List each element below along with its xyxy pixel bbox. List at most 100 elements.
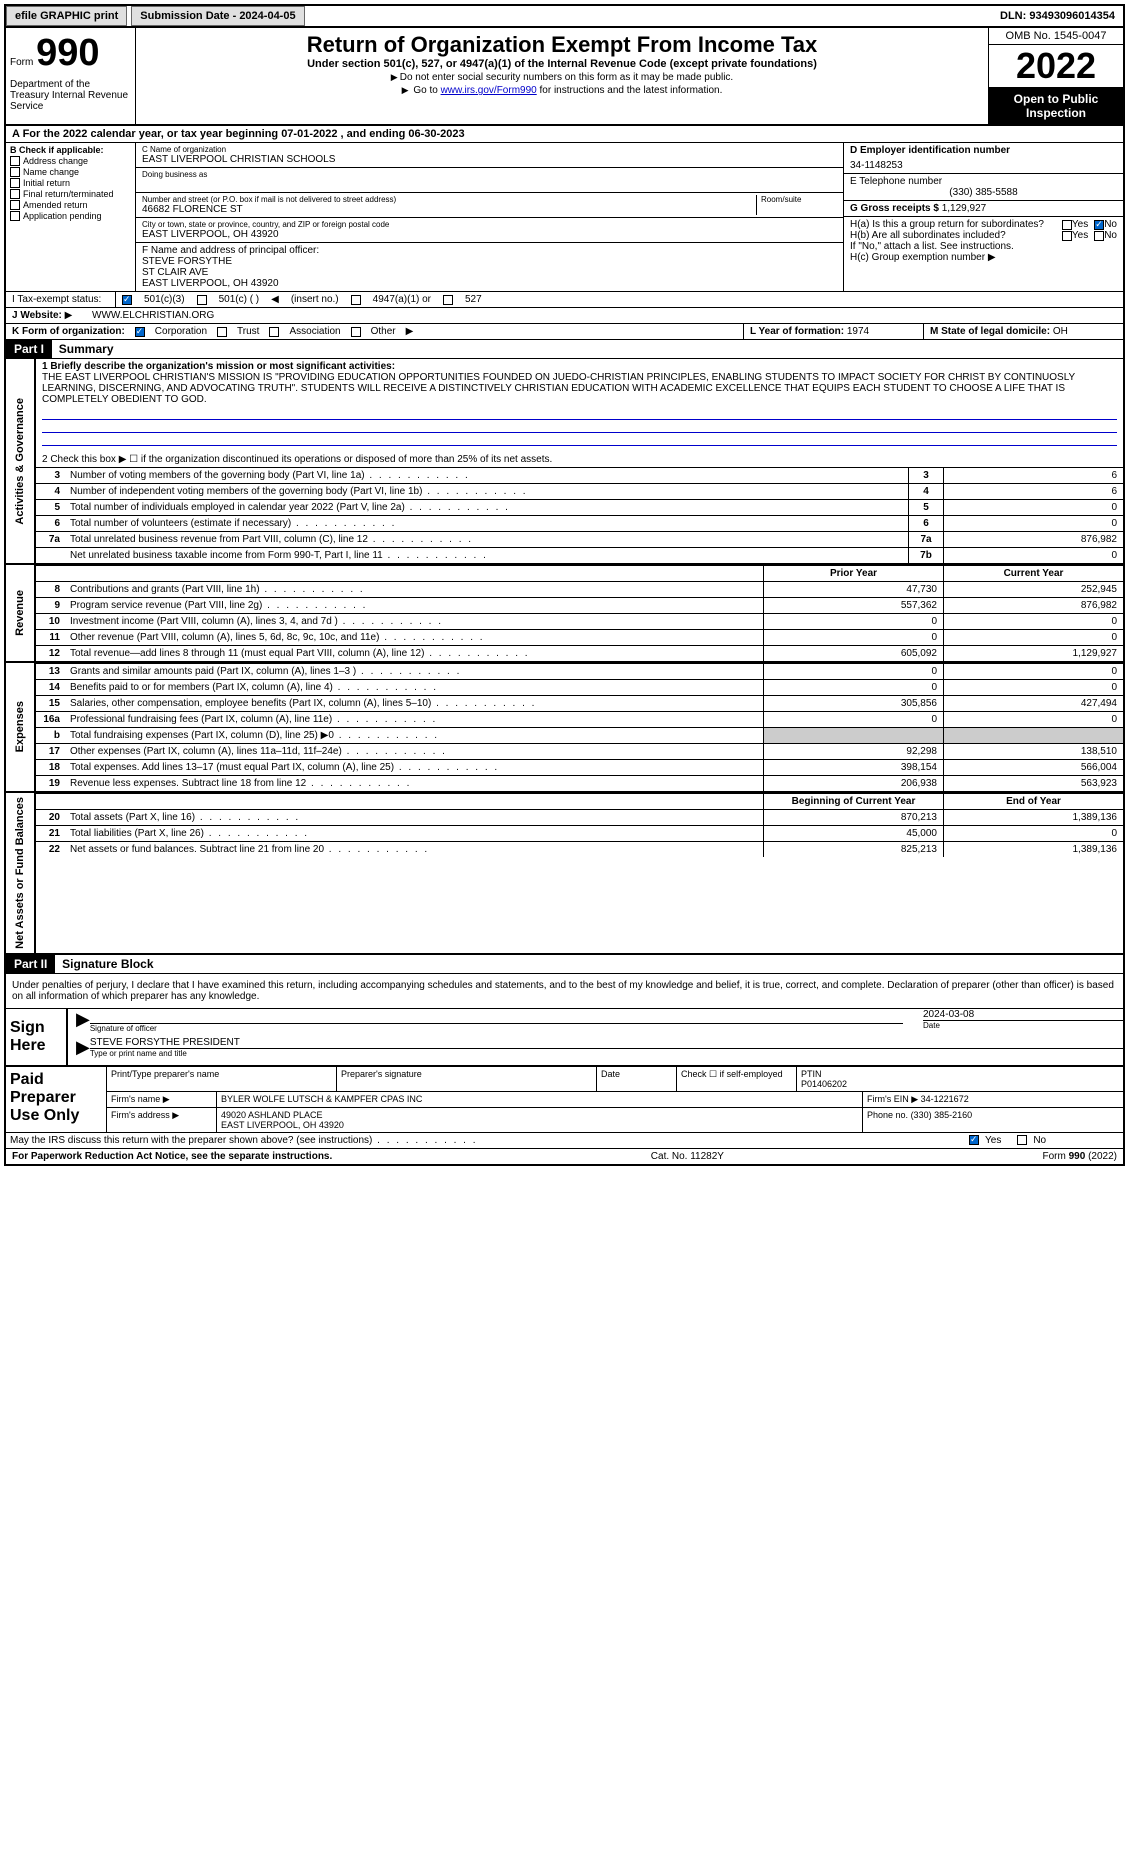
row-i-tax-status: I Tax-exempt status: 501(c)(3) 501(c) ( …	[6, 292, 1123, 308]
room-label: Room/suite	[761, 195, 837, 204]
table-row: bTotal fundraising expenses (Part IX, co…	[36, 727, 1123, 743]
hb-label: H(b) Are all subordinates included?	[850, 230, 1062, 241]
line1-label: 1 Briefly describe the organization's mi…	[42, 361, 395, 372]
sig-date-caption: Date	[923, 1021, 1123, 1030]
tax-status-label: I Tax-exempt status:	[6, 292, 116, 307]
part-1-title: Summary	[55, 342, 114, 356]
table-row: 8Contributions and grants (Part VIII, li…	[36, 581, 1123, 597]
checkbox-corporation[interactable]	[135, 327, 145, 337]
checkbox-hb-yes[interactable]	[1062, 231, 1072, 241]
col-prior-year: Prior Year	[763, 566, 943, 581]
side-expenses: Expenses	[12, 697, 28, 756]
checkbox-discuss-yes[interactable]	[969, 1135, 979, 1145]
table-row: 9Program service revenue (Part VIII, lin…	[36, 597, 1123, 613]
gross-receipts-label: G Gross receipts $	[850, 203, 939, 214]
open-to-public: Open to Public Inspection	[989, 88, 1123, 124]
hb-note: If "No," attach a list. See instructions…	[850, 241, 1117, 252]
section-a: A For the 2022 calendar year, or tax yea…	[6, 126, 1123, 143]
prep-self-emp: Check ☐ if self-employed	[677, 1067, 797, 1091]
line2-text: 2 Check this box ▶ ☐ if the organization…	[36, 452, 1123, 467]
phone-label: E Telephone number	[850, 176, 1117, 187]
checkbox-association[interactable]	[269, 327, 279, 337]
paid-preparer-label: Paid Preparer Use Only	[6, 1067, 106, 1132]
col-current-year: Current Year	[943, 566, 1123, 581]
phone-value: (330) 385-5588	[850, 187, 1117, 198]
checkbox-initial-return[interactable]	[10, 178, 20, 188]
table-row: 7aTotal unrelated business revenue from …	[36, 531, 1123, 547]
checkbox-trust[interactable]	[217, 327, 227, 337]
checkbox-final-return[interactable]	[10, 189, 20, 199]
instruction-1: Do not enter social security numbers on …	[140, 72, 984, 83]
checkbox-ha-yes[interactable]	[1062, 220, 1072, 230]
ein-value: 34-1148253	[850, 160, 1117, 171]
officer-addr2: EAST LIVERPOOL, OH 43920	[142, 278, 837, 289]
checkbox-discuss-no[interactable]	[1017, 1135, 1027, 1145]
declaration-text: Under penalties of perjury, I declare th…	[6, 974, 1123, 1008]
col-end-year: End of Year	[943, 794, 1123, 809]
department: Department of the Treasury Internal Reve…	[10, 79, 131, 112]
state-domicile: OH	[1053, 326, 1068, 337]
side-netassets: Net Assets or Fund Balances	[12, 793, 28, 953]
form-title: Return of Organization Exempt From Incom…	[140, 32, 984, 58]
table-row: 10Investment income (Part VIII, column (…	[36, 613, 1123, 629]
org-name: EAST LIVERPOOL CHRISTIAN SCHOOLS	[142, 154, 837, 165]
checkbox-ha-no[interactable]	[1094, 220, 1104, 230]
checkbox-527[interactable]	[443, 295, 453, 305]
part-2-header: Part II	[6, 955, 55, 973]
table-row: 6Total number of volunteers (estimate if…	[36, 515, 1123, 531]
city-state-zip: EAST LIVERPOOL, OH 43920	[142, 229, 837, 240]
checkbox-4947[interactable]	[351, 295, 361, 305]
checkbox-501c[interactable]	[197, 295, 207, 305]
org-name-label: C Name of organization	[142, 145, 837, 154]
part-2-title: Signature Block	[58, 957, 153, 971]
arrow-icon: ▶	[76, 1037, 90, 1058]
row-j-website: J Website: ▶ WWW.ELCHRISTIAN.ORG	[6, 308, 1123, 324]
mission-text: THE EAST LIVERPOOL CHRISTIAN'S MISSION I…	[42, 372, 1075, 405]
checkbox-501c3[interactable]	[122, 295, 132, 305]
irs-link[interactable]: www.irs.gov/Form990	[441, 85, 537, 96]
dba-label: Doing business as	[142, 170, 837, 179]
officer-name-title: STEVE FORSYTHE PRESIDENT	[90, 1037, 1123, 1049]
table-row: 15Salaries, other compensation, employee…	[36, 695, 1123, 711]
prep-sig-header: Preparer's signature	[337, 1067, 597, 1091]
prep-date-header: Date	[597, 1067, 677, 1091]
instruction-2: Go to www.irs.gov/Form990 for instructio…	[140, 85, 984, 96]
type-name-caption: Type or print name and title	[90, 1049, 1123, 1058]
form-number: 990	[36, 32, 99, 74]
table-row: 13Grants and similar amounts paid (Part …	[36, 663, 1123, 679]
table-row: 20Total assets (Part X, line 16)870,2131…	[36, 809, 1123, 825]
sig-officer-caption: Signature of officer	[90, 1024, 903, 1033]
checkbox-amended[interactable]	[10, 200, 20, 210]
form-header: Form 990 Department of the Treasury Inte…	[6, 28, 1123, 126]
form-word: Form	[10, 57, 33, 68]
firm-addr1: 49020 ASHLAND PLACE	[221, 1110, 858, 1120]
top-bar: efile GRAPHIC print Submission Date - 20…	[6, 6, 1123, 28]
gross-receipts-value: 1,129,927	[942, 203, 987, 214]
sig-date: 2024-03-08	[923, 1009, 1123, 1021]
table-row: 3Number of voting members of the governi…	[36, 467, 1123, 483]
submission-date-button[interactable]: Submission Date - 2024-04-05	[131, 6, 304, 26]
checkbox-name-change[interactable]	[10, 167, 20, 177]
firm-addr2: EAST LIVERPOOL, OH 43920	[221, 1120, 858, 1130]
table-row: 4Number of independent voting members of…	[36, 483, 1123, 499]
ein-label: D Employer identification number	[850, 145, 1117, 156]
footer-left: For Paperwork Reduction Act Notice, see …	[12, 1151, 332, 1162]
footer-right: Form 990 (2022)	[1043, 1151, 1117, 1162]
table-row: 12Total revenue—add lines 8 through 11 (…	[36, 645, 1123, 661]
tax-year: 2022	[989, 45, 1123, 88]
efile-print-button[interactable]: efile GRAPHIC print	[6, 6, 127, 26]
section-b-label: B Check if applicable:	[10, 145, 131, 155]
checkbox-other[interactable]	[351, 327, 361, 337]
side-revenue: Revenue	[12, 586, 28, 640]
table-row: 11Other revenue (Part VIII, column (A), …	[36, 629, 1123, 645]
firm-addr-label: Firm's address ▶	[107, 1108, 217, 1132]
row-k-l-m: K Form of organization: Corporation Trus…	[6, 324, 1123, 340]
checkbox-address-change[interactable]	[10, 156, 20, 166]
side-governance: Activities & Governance	[12, 394, 28, 529]
street-address: 46682 FLORENCE ST	[142, 204, 756, 215]
ha-label: H(a) Is this a group return for subordin…	[850, 219, 1062, 230]
addr-label: Number and street (or P.O. box if mail i…	[142, 195, 756, 204]
checkbox-app-pending[interactable]	[10, 211, 20, 221]
officer-label: F Name and address of principal officer:	[142, 245, 837, 256]
checkbox-hb-no[interactable]	[1094, 231, 1104, 241]
